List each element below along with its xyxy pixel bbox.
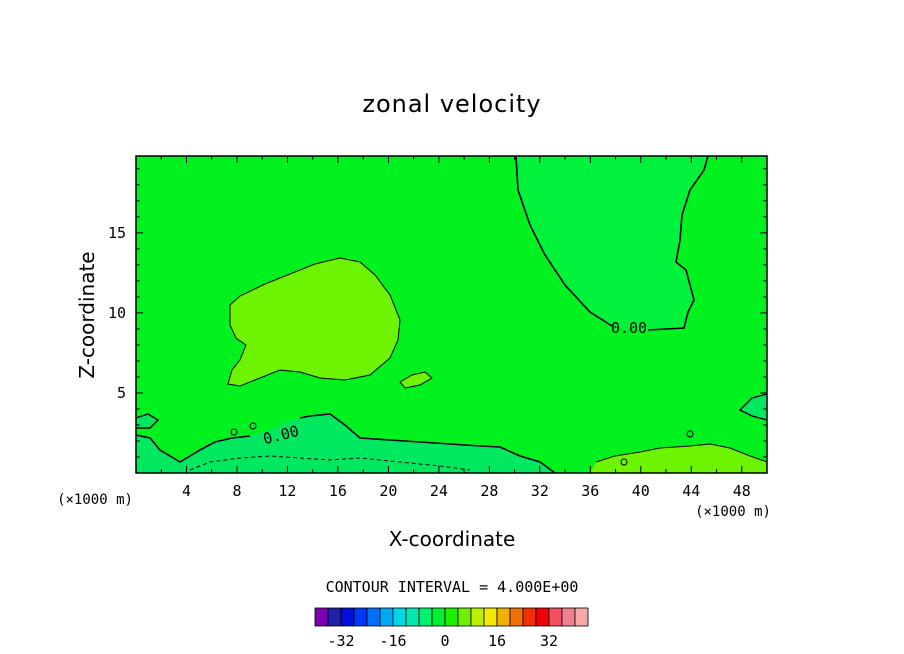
colorbar-swatch	[444, 607, 459, 627]
contour-zero-lower	[136, 413, 556, 473]
contour-left-edge	[136, 413, 160, 429]
colorbar-swatch	[340, 607, 355, 627]
contour-dashed-negative	[189, 455, 471, 471]
x-tick-label: 36	[581, 482, 599, 500]
colorbar-tick-label: -32	[327, 632, 354, 650]
contour-speck-1	[249, 422, 257, 430]
x-tick-label: 8	[232, 482, 241, 500]
region-bottom-positive-right	[590, 444, 767, 473]
region-positive-blob-small	[400, 372, 432, 388]
chart-title: zonal velocity	[362, 90, 541, 118]
colorbar-swatch	[496, 607, 511, 627]
contour-speck-2	[230, 428, 238, 436]
x-tick-label: 40	[632, 482, 650, 500]
colorbar	[314, 607, 589, 627]
x-tick-label: 32	[531, 482, 549, 500]
colorbar-ticks: -32 -16 0 16 32	[327, 632, 558, 650]
colorbar-swatch	[379, 607, 394, 627]
plot-frame	[135, 155, 768, 474]
contour-interval-text: CONTOUR INTERVAL = 4.000E+00	[326, 578, 579, 596]
colorbar-swatch	[405, 607, 420, 627]
x-tick-label: 48	[733, 482, 751, 500]
colorbar-swatch	[457, 607, 472, 627]
y-tick-label: 10	[108, 304, 126, 322]
x-ticks: 4 8 12 16 20 24 28 32 36 40 44 48	[160, 156, 751, 500]
x-tick-label: 24	[430, 482, 448, 500]
colorbar-swatch	[392, 607, 407, 627]
y-axis-label: Z-coordinate	[75, 251, 99, 378]
colorbar-swatch	[353, 607, 368, 627]
contour-right-edge	[738, 393, 767, 421]
colorbar-swatch	[418, 607, 433, 627]
contour-label-upper: 0.00	[611, 319, 647, 337]
colorbar-tick-label: -16	[379, 632, 406, 650]
colorbar-swatch	[548, 607, 563, 627]
y-tick-label: 15	[108, 224, 126, 242]
colorbar-swatch	[522, 607, 537, 627]
colorbar-swatch	[535, 607, 550, 627]
region-upper-right-negative	[516, 156, 708, 330]
x-tick-label: 16	[329, 482, 347, 500]
contour-speck-3	[686, 430, 694, 438]
colorbar-swatch	[431, 607, 446, 627]
colorbar-swatch	[366, 607, 381, 627]
x-tick-label: 44	[682, 482, 700, 500]
x-axis-label: X-coordinate	[389, 527, 516, 551]
colorbar-tick-label: 16	[488, 632, 506, 650]
plot-area: 0.00 0.00	[136, 156, 767, 473]
colorbar-tick-label: 0	[440, 632, 449, 650]
contour-zero-upper	[515, 156, 709, 331]
contour-positive-lobe	[227, 257, 401, 387]
x-unit-right: (×1000 m)	[695, 504, 771, 520]
x-tick-label: 28	[480, 482, 498, 500]
x-tick-label: 4	[182, 482, 191, 500]
region-right-edge-blob	[740, 394, 767, 420]
region-positive-lobe	[228, 258, 400, 386]
x-unit-left: (×1000 m)	[57, 492, 133, 508]
colorbar-swatch	[470, 607, 485, 627]
colorbar-swatch	[483, 607, 498, 627]
x-tick-label: 20	[379, 482, 397, 500]
x-tick-label: 12	[278, 482, 296, 500]
y-tick-label: 5	[117, 384, 126, 402]
contour-bottom-right	[595, 443, 767, 463]
contour-speck-4	[620, 458, 628, 466]
colorbar-swatch	[327, 607, 342, 627]
colorbar-swatch	[509, 607, 524, 627]
colorbar-swatch	[574, 607, 589, 627]
colorbar-swatch	[561, 607, 576, 627]
y-ticks: 5 10 15	[108, 168, 767, 458]
colorbar-tick-label: 32	[540, 632, 558, 650]
contour-small-blob	[399, 371, 433, 389]
colorbar-swatch	[314, 607, 329, 627]
